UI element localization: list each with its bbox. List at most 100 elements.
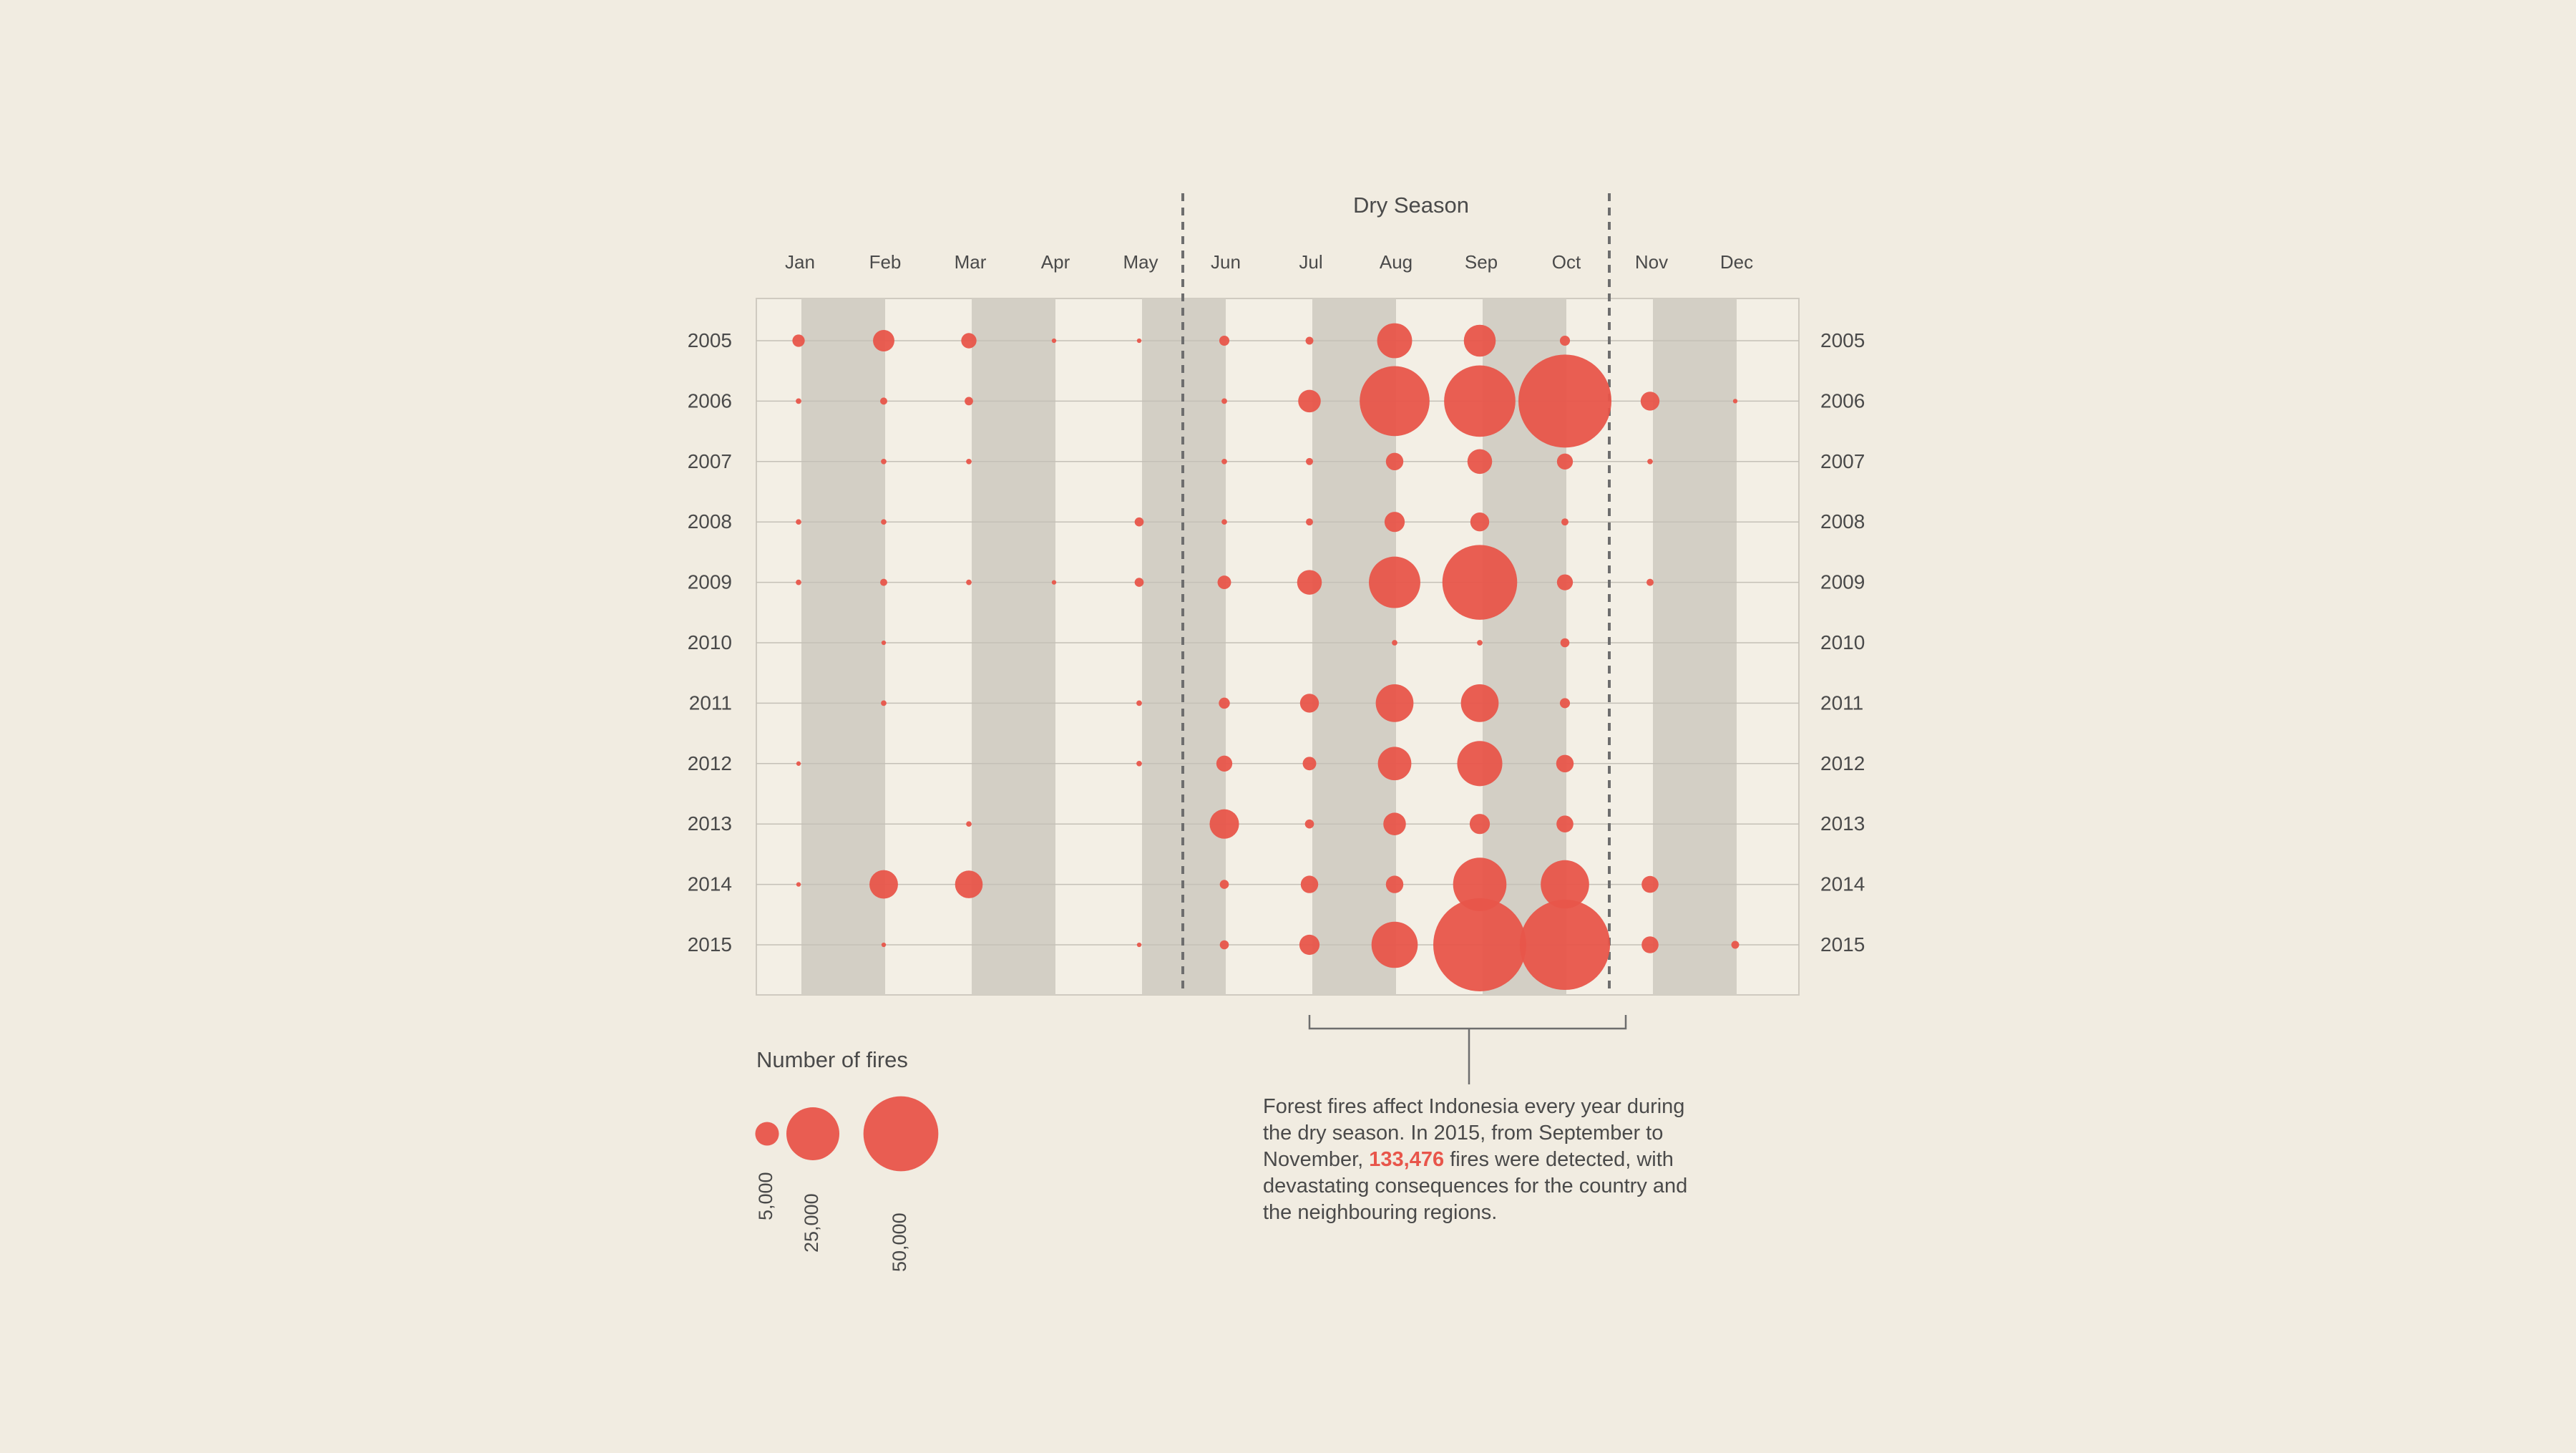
bubble-2013-mar — [966, 821, 972, 827]
bubble-2011-jul — [1299, 694, 1319, 713]
bubble-2014-feb — [869, 870, 898, 899]
bubble-2006-feb — [880, 397, 887, 405]
bubble-2008-oct — [1561, 518, 1568, 526]
plot-background — [756, 298, 1800, 996]
bubble-2006-nov — [1640, 392, 1660, 411]
dry-season-label: Dry Season — [1353, 193, 1469, 218]
month-label-nov: Nov — [1635, 251, 1668, 273]
year-label-left-2014: 2014 — [688, 873, 732, 895]
year-label-right-2010: 2010 — [1820, 631, 1865, 653]
bubble-2013-jun — [1209, 809, 1239, 839]
bubble-2009-mar — [966, 579, 972, 585]
bubble-2007-mar — [966, 458, 972, 465]
bubble-2007-jun — [1221, 458, 1227, 465]
bubble-2013-aug — [1383, 812, 1406, 835]
year-label-right-2015: 2015 — [1820, 933, 1865, 956]
year-label-left-2010: 2010 — [688, 631, 732, 653]
bubble-2011-aug — [1375, 684, 1414, 722]
bubble-2005-jan — [792, 334, 805, 347]
month-label-dec: Dec — [1720, 251, 1753, 273]
month-label-jan: Jan — [785, 251, 815, 273]
bubble-2005-apr — [1051, 338, 1057, 344]
bubble-2007-oct — [1556, 453, 1574, 470]
year-label-right-2007: 2007 — [1820, 450, 1865, 472]
bubble-2008-may — [1134, 517, 1144, 527]
month-label-aug: Aug — [1380, 251, 1413, 273]
shaded-column-mar — [972, 298, 1055, 995]
bubble-2013-sep — [1469, 814, 1491, 835]
year-label-right-2012: 2012 — [1820, 752, 1865, 774]
bubble-2005-mar — [961, 333, 977, 349]
annotation-bracket — [1308, 1015, 1627, 1030]
bubble-2014-jan — [796, 882, 801, 887]
year-label-left-2005: 2005 — [688, 329, 732, 351]
year-label-left-2008: 2008 — [688, 510, 732, 533]
bubble-2006-sep — [1444, 365, 1516, 437]
bubble-2012-oct — [1556, 754, 1574, 773]
bubble-2010-feb — [881, 640, 887, 646]
bubble-2015-jul — [1299, 934, 1320, 956]
bubble-2015-nov — [1641, 936, 1659, 953]
bubble-2009-jan — [796, 579, 801, 585]
bubble-2007-nov — [1647, 458, 1653, 465]
bubble-2014-jun — [1219, 880, 1229, 889]
year-label-right-2009: 2009 — [1820, 571, 1865, 593]
bubble-2013-jul — [1304, 819, 1314, 829]
annotation-text: Forest fires affect Indonesia every year… — [1263, 1094, 1714, 1226]
annotation-body-start: Forest fires affect Indonesia every year… — [1263, 1095, 1685, 1171]
year-label-left-2007: 2007 — [688, 450, 732, 472]
month-label-oct: Oct — [1552, 251, 1581, 273]
bubble-2015-aug — [1371, 921, 1418, 968]
bubble-2012-jul — [1302, 757, 1317, 771]
bubble-2009-nov — [1646, 578, 1654, 586]
bubble-2012-sep — [1457, 741, 1503, 787]
bubble-2006-aug — [1360, 366, 1430, 437]
bubble-2008-jul — [1306, 518, 1313, 526]
bubble-2008-feb — [881, 519, 887, 525]
bubble-2005-oct — [1559, 335, 1571, 346]
bubble-2009-oct — [1556, 574, 1574, 591]
bubble-2009-aug — [1369, 556, 1420, 608]
bubble-2008-aug — [1384, 512, 1405, 533]
annotation-body-end: fires were detected, with devastating co… — [1263, 1148, 1688, 1224]
bubble-2015-may — [1136, 942, 1142, 948]
bubble-2005-aug — [1377, 323, 1413, 359]
bubble-2006-jan — [796, 398, 801, 404]
legend-title: Number of fires — [756, 1047, 908, 1072]
bubble-2005-jun — [1219, 335, 1230, 346]
bubble-2010-sep — [1477, 640, 1483, 646]
shaded-column-nov — [1653, 298, 1737, 995]
bubble-2005-feb — [873, 330, 894, 351]
legend-label-50000: 50,000 — [889, 1213, 910, 1272]
bubble-2008-jan — [796, 519, 801, 525]
bubble-2015-dec — [1731, 941, 1740, 949]
year-label-right-2005: 2005 — [1820, 329, 1865, 351]
bubble-2009-apr — [1051, 580, 1057, 585]
month-label-apr: Apr — [1041, 251, 1070, 273]
bubble-2015-oct — [1519, 899, 1611, 991]
bubble-2006-jun — [1221, 398, 1227, 404]
bubble-2015-feb — [881, 942, 887, 948]
bubble-2011-feb — [881, 700, 887, 706]
month-label-mar: Mar — [955, 251, 987, 273]
bubble-2013-oct — [1556, 815, 1574, 832]
bubble-2005-may — [1136, 338, 1142, 344]
year-label-right-2011: 2011 — [1820, 691, 1863, 714]
month-label-may: May — [1123, 251, 1158, 273]
bubble-2015-jun — [1219, 940, 1229, 950]
bubble-2012-jan — [796, 761, 801, 766]
bubble-2008-jun — [1221, 519, 1227, 525]
annotation-highlight-number: 133,476 — [1369, 1148, 1445, 1171]
month-label-feb: Feb — [869, 251, 902, 273]
year-label-left-2009: 2009 — [688, 571, 732, 593]
bubble-2009-jun — [1217, 575, 1231, 590]
legend-circle-5000 — [755, 1122, 779, 1146]
bubble-2011-sep — [1460, 684, 1499, 722]
bubble-2011-jun — [1219, 697, 1230, 709]
bubble-2014-oct — [1541, 860, 1589, 909]
bubble-2008-sep — [1470, 512, 1490, 532]
bubble-2005-sep — [1463, 324, 1496, 357]
legend-circle-50000 — [863, 1096, 939, 1172]
bubble-2007-sep — [1467, 449, 1493, 475]
year-label-left-2012: 2012 — [688, 752, 732, 774]
